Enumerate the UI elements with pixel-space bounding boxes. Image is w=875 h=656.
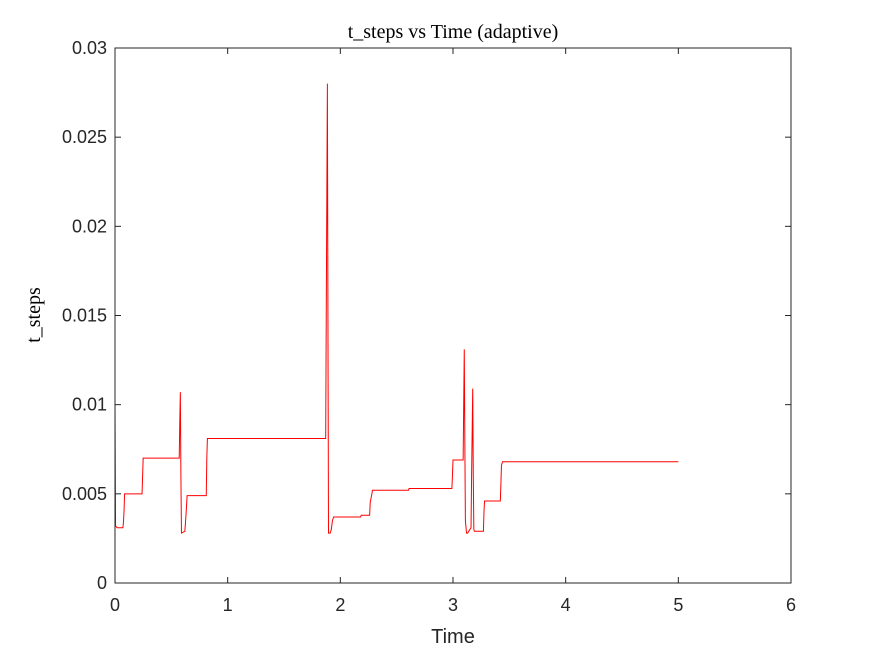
- x-tick-label: 1: [223, 595, 233, 615]
- x-axis-ticks: 0 1 2 3 4 5 6: [110, 48, 796, 615]
- y-tick-label: 0.015: [62, 306, 107, 326]
- x-tick-label: 5: [673, 595, 683, 615]
- x-tick-label: 6: [786, 595, 796, 615]
- x-tick-label: 2: [335, 595, 345, 615]
- y-tick-label: 0.02: [72, 216, 107, 236]
- y-tick-label: 0.03: [72, 38, 107, 58]
- plot-area: [115, 48, 791, 583]
- x-axis-label: Time: [431, 626, 475, 648]
- x-tick-label: 4: [561, 595, 571, 615]
- series-line-0: [114, 83, 679, 534]
- y-tick-label: 0.025: [62, 127, 107, 147]
- y-tick-label: 0.01: [72, 395, 107, 415]
- x-tick-label: 0: [110, 595, 120, 615]
- y-axis-ticks: 0 0.005 0.01 0.015 0.02 0.025 0.03: [62, 38, 791, 593]
- y-tick-label: 0.005: [62, 484, 107, 504]
- y-axis-label: t_steps: [23, 287, 45, 343]
- x-tick-label: 3: [448, 595, 458, 615]
- chart-title: t_steps vs Time (adaptive): [348, 21, 559, 43]
- series-layer: [114, 83, 679, 534]
- y-tick-label: 0: [97, 573, 107, 593]
